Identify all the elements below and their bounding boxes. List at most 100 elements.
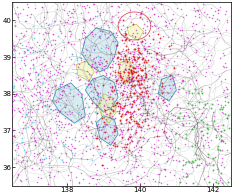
Point (162, 167, 166, 170)
Point (129, 63, 132, 66)
Point (183, 163, 187, 166)
Point (120, 39, 123, 42)
Point (226, 181, 230, 184)
Point (97, 62, 101, 65)
Point (100, 66, 104, 69)
Point (123, 53, 127, 57)
Point (39, 98, 43, 102)
Point (155, 77, 159, 81)
Point (135, 121, 139, 124)
Point (31, 100, 35, 103)
Point (201, 125, 205, 128)
Point (61, 160, 65, 164)
Point (124, 78, 128, 81)
Point (60, 65, 64, 68)
Point (103, 64, 107, 67)
Point (15, 176, 19, 179)
Point (103, 103, 106, 106)
Point (51, 149, 55, 152)
Point (128, 110, 132, 113)
Point (89, 120, 93, 123)
Point (120, 106, 124, 109)
Point (168, 86, 172, 90)
Point (117, 66, 121, 69)
Point (110, 157, 114, 160)
Point (17, 173, 20, 176)
Point (175, 6, 178, 9)
Point (184, 133, 188, 136)
Point (213, 127, 217, 130)
Point (86, 106, 90, 109)
Point (92, 48, 96, 51)
Point (22, 95, 26, 98)
Point (194, 51, 198, 54)
Point (219, 79, 223, 82)
Point (107, 115, 111, 119)
Point (201, 134, 205, 137)
Point (129, 42, 133, 45)
Point (69, 170, 72, 174)
Point (45, 111, 49, 114)
Point (17, 52, 21, 55)
Point (12, 134, 16, 137)
Point (35, 99, 39, 102)
Point (164, 21, 168, 24)
Point (121, 18, 125, 21)
Point (92, 67, 96, 70)
Point (115, 55, 119, 58)
Point (98, 58, 102, 61)
Point (59, 126, 63, 129)
Point (46, 57, 49, 60)
Point (114, 158, 118, 161)
Point (159, 89, 162, 92)
Point (109, 178, 112, 181)
Point (109, 111, 112, 114)
Point (156, 14, 160, 17)
Point (160, 91, 164, 94)
Point (156, 46, 160, 49)
Point (39, 62, 43, 65)
Point (64, 135, 68, 138)
Point (126, 74, 130, 77)
Point (139, 128, 143, 131)
Point (72, 10, 75, 13)
Point (79, 113, 82, 116)
Point (138, 87, 142, 90)
Point (29, 78, 33, 81)
Point (196, 92, 200, 95)
Polygon shape (96, 116, 118, 145)
Point (47, 173, 51, 176)
Point (75, 59, 79, 62)
Point (105, 105, 108, 108)
Point (92, 153, 95, 156)
Point (136, 142, 139, 145)
Point (186, 59, 190, 62)
Point (48, 175, 52, 178)
Point (77, 128, 81, 131)
Point (100, 163, 104, 166)
Point (50, 150, 53, 153)
Point (120, 50, 123, 53)
Point (197, 101, 201, 104)
Point (171, 12, 175, 15)
Point (162, 12, 166, 15)
Point (61, 75, 65, 78)
Point (60, 123, 64, 126)
Point (20, 114, 24, 117)
Point (12, 48, 16, 51)
Point (162, 98, 165, 101)
Point (55, 74, 58, 77)
Point (80, 92, 83, 95)
Point (147, 85, 151, 88)
Point (92, 17, 95, 20)
Point (112, 118, 115, 121)
Point (119, 90, 123, 93)
Point (129, 88, 133, 91)
Point (113, 61, 117, 65)
Point (205, 122, 208, 126)
Point (122, 92, 125, 95)
Point (164, 64, 168, 67)
Point (134, 71, 138, 74)
Point (135, 41, 139, 44)
Point (32, 151, 35, 154)
